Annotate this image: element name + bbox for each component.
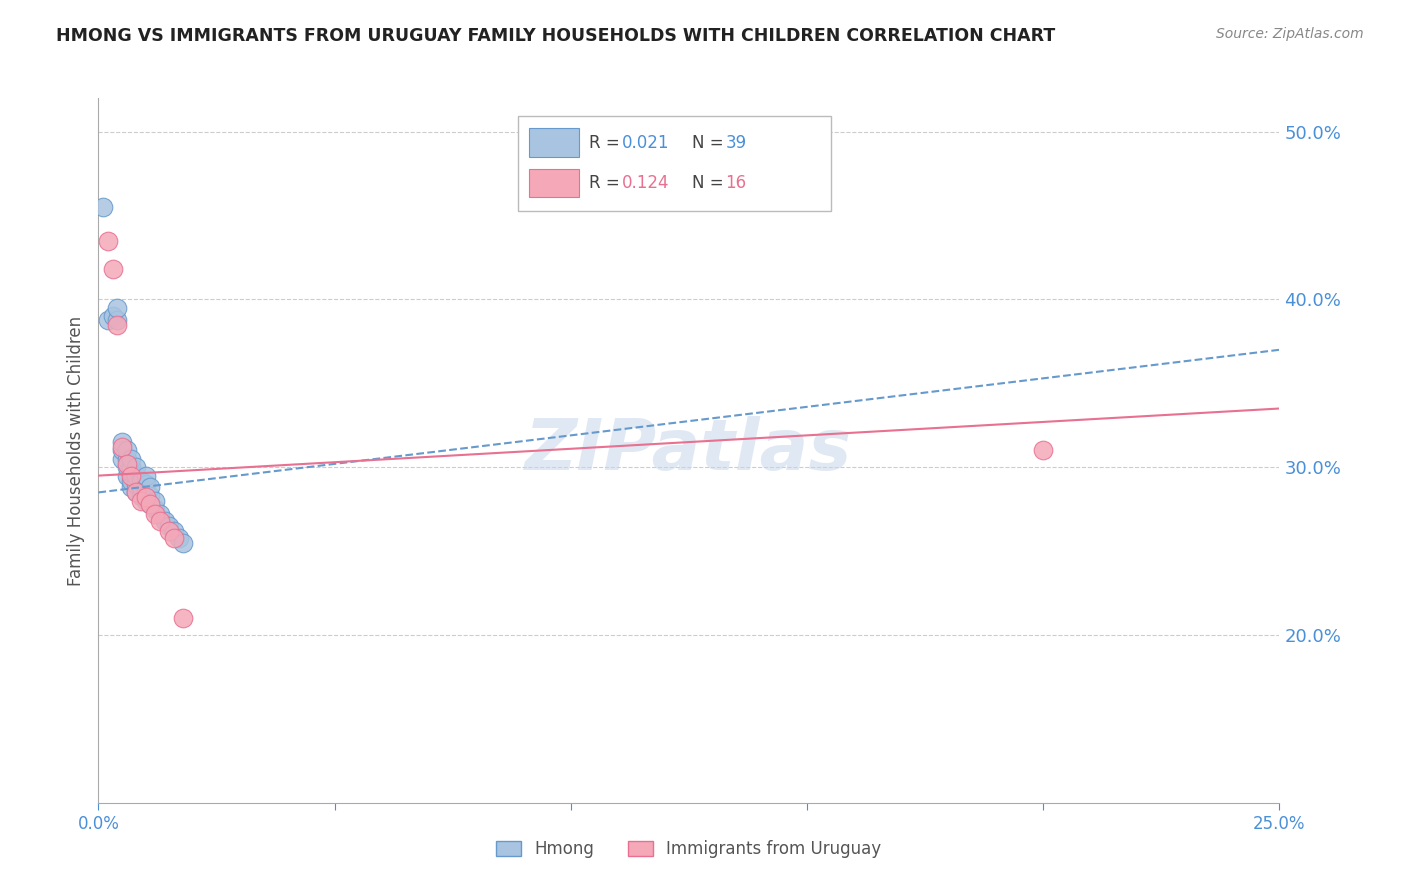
Point: [153, 514, 176, 528]
Point: [163, 531, 186, 545]
Point: [115, 460, 138, 475]
Text: N =: N =: [693, 134, 730, 152]
Point: [172, 611, 194, 625]
Point: [115, 457, 138, 471]
Point: [115, 443, 138, 458]
Point: [115, 451, 138, 466]
Text: R =: R =: [589, 174, 624, 192]
Text: 16: 16: [725, 174, 747, 192]
Point: [135, 491, 157, 505]
Point: [121, 451, 143, 466]
Point: [135, 468, 157, 483]
Point: [125, 485, 148, 500]
Point: [139, 497, 162, 511]
Point: [139, 497, 162, 511]
Point: [157, 519, 180, 533]
Text: Source: ZipAtlas.com: Source: ZipAtlas.com: [1216, 27, 1364, 41]
Text: 39: 39: [725, 134, 747, 152]
Point: [129, 474, 152, 488]
Y-axis label: Family Households with Children: Family Households with Children: [66, 316, 84, 585]
Point: [105, 301, 128, 315]
Point: [139, 480, 162, 494]
Point: [143, 502, 166, 516]
Point: [105, 312, 128, 326]
Point: [125, 485, 148, 500]
Text: HMONG VS IMMIGRANTS FROM URUGUAY FAMILY HOUSEHOLDS WITH CHILDREN CORRELATION CHA: HMONG VS IMMIGRANTS FROM URUGUAY FAMILY …: [56, 27, 1056, 45]
Point: [125, 477, 148, 491]
FancyBboxPatch shape: [530, 169, 579, 197]
Text: 0.124: 0.124: [621, 174, 669, 192]
Point: [172, 535, 194, 549]
Point: [149, 507, 172, 521]
Point: [97, 234, 120, 248]
Point: [157, 524, 180, 538]
Point: [97, 312, 120, 326]
Point: [121, 480, 143, 494]
Text: ZIPatlas: ZIPatlas: [526, 416, 852, 485]
Point: [111, 440, 134, 454]
Point: [163, 524, 186, 538]
Point: [125, 468, 148, 483]
Text: 0.021: 0.021: [621, 134, 669, 152]
FancyBboxPatch shape: [530, 128, 579, 157]
Point: [149, 514, 172, 528]
Point: [125, 460, 148, 475]
Point: [143, 507, 166, 521]
Point: [129, 480, 152, 494]
Point: [111, 451, 134, 466]
Text: N =: N =: [693, 174, 730, 192]
FancyBboxPatch shape: [517, 116, 831, 211]
Point: [91, 200, 114, 214]
Point: [111, 435, 134, 450]
Text: R =: R =: [589, 134, 624, 152]
Point: [139, 489, 162, 503]
Point: [135, 493, 157, 508]
Point: [111, 443, 134, 458]
Point: [121, 460, 143, 475]
Point: [121, 474, 143, 488]
Point: [101, 262, 124, 277]
Point: [121, 468, 143, 483]
Legend: Hmong, Immigrants from Uruguay: Hmong, Immigrants from Uruguay: [496, 840, 882, 858]
Point: [129, 489, 152, 503]
Point: [135, 477, 157, 491]
Point: [121, 465, 143, 479]
Point: [135, 485, 157, 500]
Point: [129, 493, 152, 508]
Point: [143, 493, 166, 508]
Point: [115, 468, 138, 483]
Point: [167, 531, 190, 545]
Point: [1032, 443, 1054, 458]
Point: [105, 318, 128, 332]
Point: [101, 310, 124, 324]
